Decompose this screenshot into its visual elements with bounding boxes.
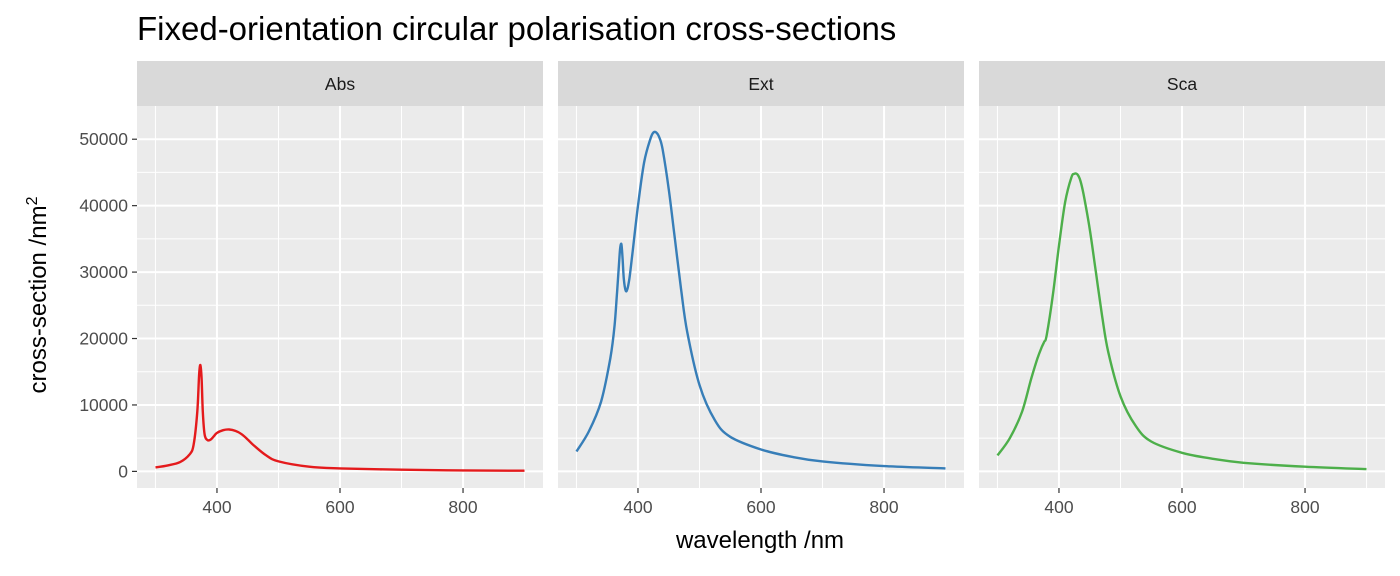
y-axis-title-superscript: 2 [24, 196, 41, 205]
x-tick-label: 600 [1167, 497, 1196, 517]
x-tick-label: 400 [623, 497, 652, 517]
panel-ext: Ext 400 600 800 [558, 61, 964, 517]
y-tick-label: 0 [118, 461, 128, 481]
x-tick-label: 400 [202, 497, 231, 517]
x-tick-label: 600 [325, 497, 354, 517]
y-tick-label: 10000 [79, 395, 128, 415]
chart-title: Fixed-orientation circular polarisation … [137, 10, 896, 47]
series-line-ext [575, 130, 946, 470]
panel-abs: Abs 400 600 800 [137, 61, 543, 517]
y-tick-label: 30000 [79, 262, 128, 282]
series-line-sca [996, 172, 1367, 471]
facet-strip [558, 61, 964, 106]
facet-strip-label: Abs [325, 74, 355, 94]
facet-panels: Abs 400 600 800 Ext 400 600 800 Sca 400 600 800 [137, 61, 1385, 517]
y-axis-title-text: cross-section /nm [25, 205, 52, 393]
y-tick-label: 20000 [79, 329, 128, 349]
x-tick-label: 800 [448, 497, 477, 517]
x-tick-label: 800 [1290, 497, 1319, 517]
y-axis-title: cross-section /nm2 [24, 196, 52, 393]
x-tick-label: 400 [1044, 497, 1073, 517]
y-axis: 0 10000 20000 30000 40000 50000 [79, 129, 137, 481]
y-tick-label: 50000 [79, 129, 128, 149]
facet-strip [137, 61, 543, 106]
x-axis-title: wavelength /nm [675, 527, 844, 554]
facet-strip-label: Ext [748, 74, 773, 94]
series-line-abs [155, 363, 525, 472]
y-tick-label: 40000 [79, 196, 128, 216]
x-tick-label: 600 [746, 497, 775, 517]
facet-strip [979, 61, 1385, 106]
facet-strip-label: Sca [1167, 74, 1197, 94]
x-tick-label: 800 [869, 497, 898, 517]
panel-sca: Sca 400 600 800 [979, 61, 1385, 517]
